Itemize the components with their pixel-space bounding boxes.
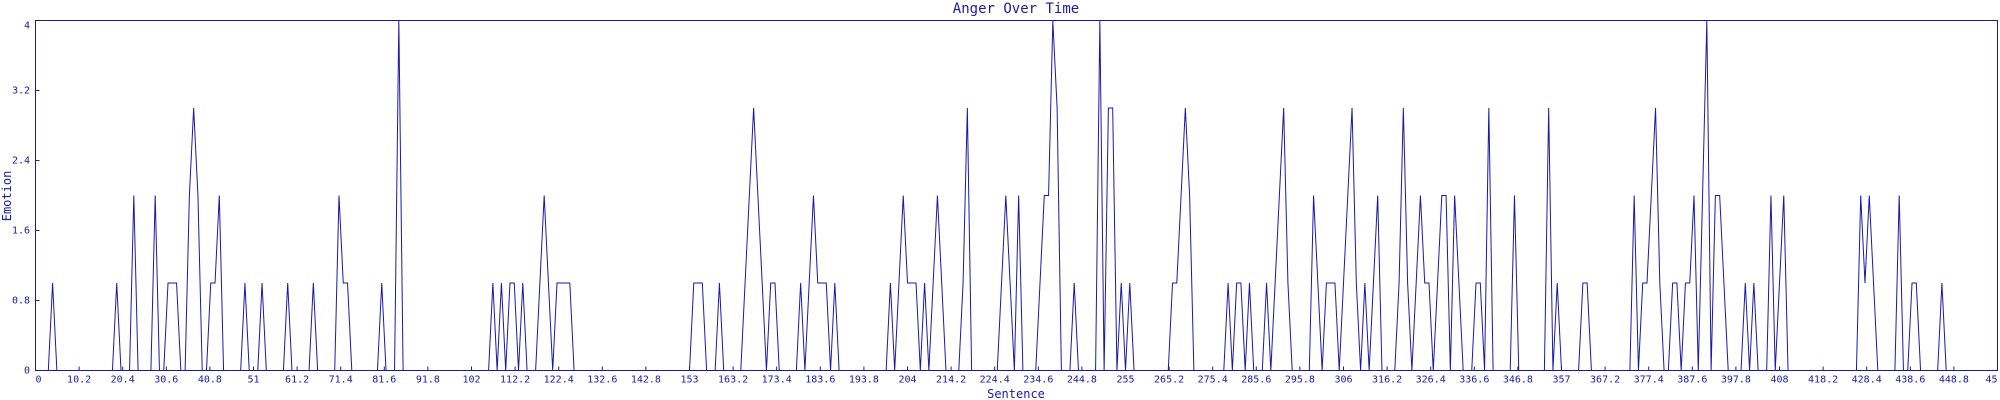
y-tick-label: 4	[24, 21, 30, 32]
x-tick-label: 367.2	[1590, 375, 1620, 386]
x-tick-label: 71.4	[329, 375, 353, 386]
x-tick-label: 224.4	[980, 375, 1010, 386]
x-tick-label: 122.4	[544, 375, 574, 386]
x-tick-label: 45	[1985, 375, 1997, 386]
x-tick-label: 132.6	[587, 375, 617, 386]
x-tick-label: 112.2	[500, 375, 530, 386]
x-tick-label: 153	[680, 375, 698, 386]
x-tick-label: 51	[247, 375, 259, 386]
x-tick-label: 438.6	[1895, 375, 1925, 386]
x-tick-label: 40.8	[198, 375, 222, 386]
y-axis-label: Emotion	[0, 171, 14, 222]
x-tick-label: 408	[1770, 375, 1788, 386]
x-tick-label: 0	[36, 375, 42, 386]
anger-series-line	[35, 20, 1998, 371]
x-tick-label: 142.8	[631, 375, 661, 386]
x-tick-label: 428.4	[1852, 375, 1882, 386]
x-tick-label: 357	[1552, 375, 1570, 386]
y-tick-label: 3.2	[12, 86, 30, 97]
x-tick-label: 346.8	[1503, 375, 1533, 386]
x-tick-label: 387.6	[1677, 375, 1707, 386]
x-tick-label: 418.2	[1808, 375, 1838, 386]
x-tick-label: 306	[1334, 375, 1352, 386]
x-tick-label: 295.8	[1285, 375, 1315, 386]
x-tick-label: 81.6	[372, 375, 396, 386]
x-tick-label: 91.8	[416, 375, 440, 386]
y-tick-label: 1.6	[12, 226, 30, 237]
x-tick-label: 244.8	[1067, 375, 1097, 386]
x-tick-label: 204	[898, 375, 916, 386]
x-tick-label: 183.6	[805, 375, 835, 386]
x-tick-label: 20.4	[111, 375, 135, 386]
plot-frame	[35, 20, 1998, 371]
chart-title: Anger Over Time	[953, 1, 1079, 17]
x-tick-label: 234.6	[1023, 375, 1053, 386]
x-tick-label: 265.2	[1154, 375, 1184, 386]
x-tick-label: 163.2	[718, 375, 748, 386]
x-tick-label: 397.8	[1721, 375, 1751, 386]
x-tick-label: 285.6	[1241, 375, 1271, 386]
x-tick-label: 336.6	[1459, 375, 1489, 386]
y-tick-label: 0.8	[12, 296, 30, 307]
x-tick-label: 255	[1116, 375, 1134, 386]
x-tick-label: 275.4	[1198, 375, 1228, 386]
x-tick-label: 448.8	[1939, 375, 1969, 386]
x-tick-label: 61.2	[285, 375, 309, 386]
x-axis: 0 10.2 20.4 30.6 40.8 51 61.2 71.4 81.6 91.8 102 11…	[35, 366, 1998, 386]
x-tick-label: 102	[462, 375, 480, 386]
x-tick-label: 193.8	[849, 375, 879, 386]
y-tick-label: 2.4	[12, 156, 30, 167]
x-tick-label: 10.2	[67, 375, 91, 386]
x-tick-label: 173.4	[762, 375, 792, 386]
x-tick-label: 377.4	[1634, 375, 1664, 386]
x-tick-label: 316.2	[1372, 375, 1402, 386]
x-axis-label: Sentence	[987, 387, 1045, 400]
x-tick-label: 326.4	[1416, 375, 1446, 386]
x-tick-label: 30.6	[154, 375, 178, 386]
x-tick-label: 214.2	[936, 375, 966, 386]
y-tick-label: 0	[24, 366, 30, 377]
